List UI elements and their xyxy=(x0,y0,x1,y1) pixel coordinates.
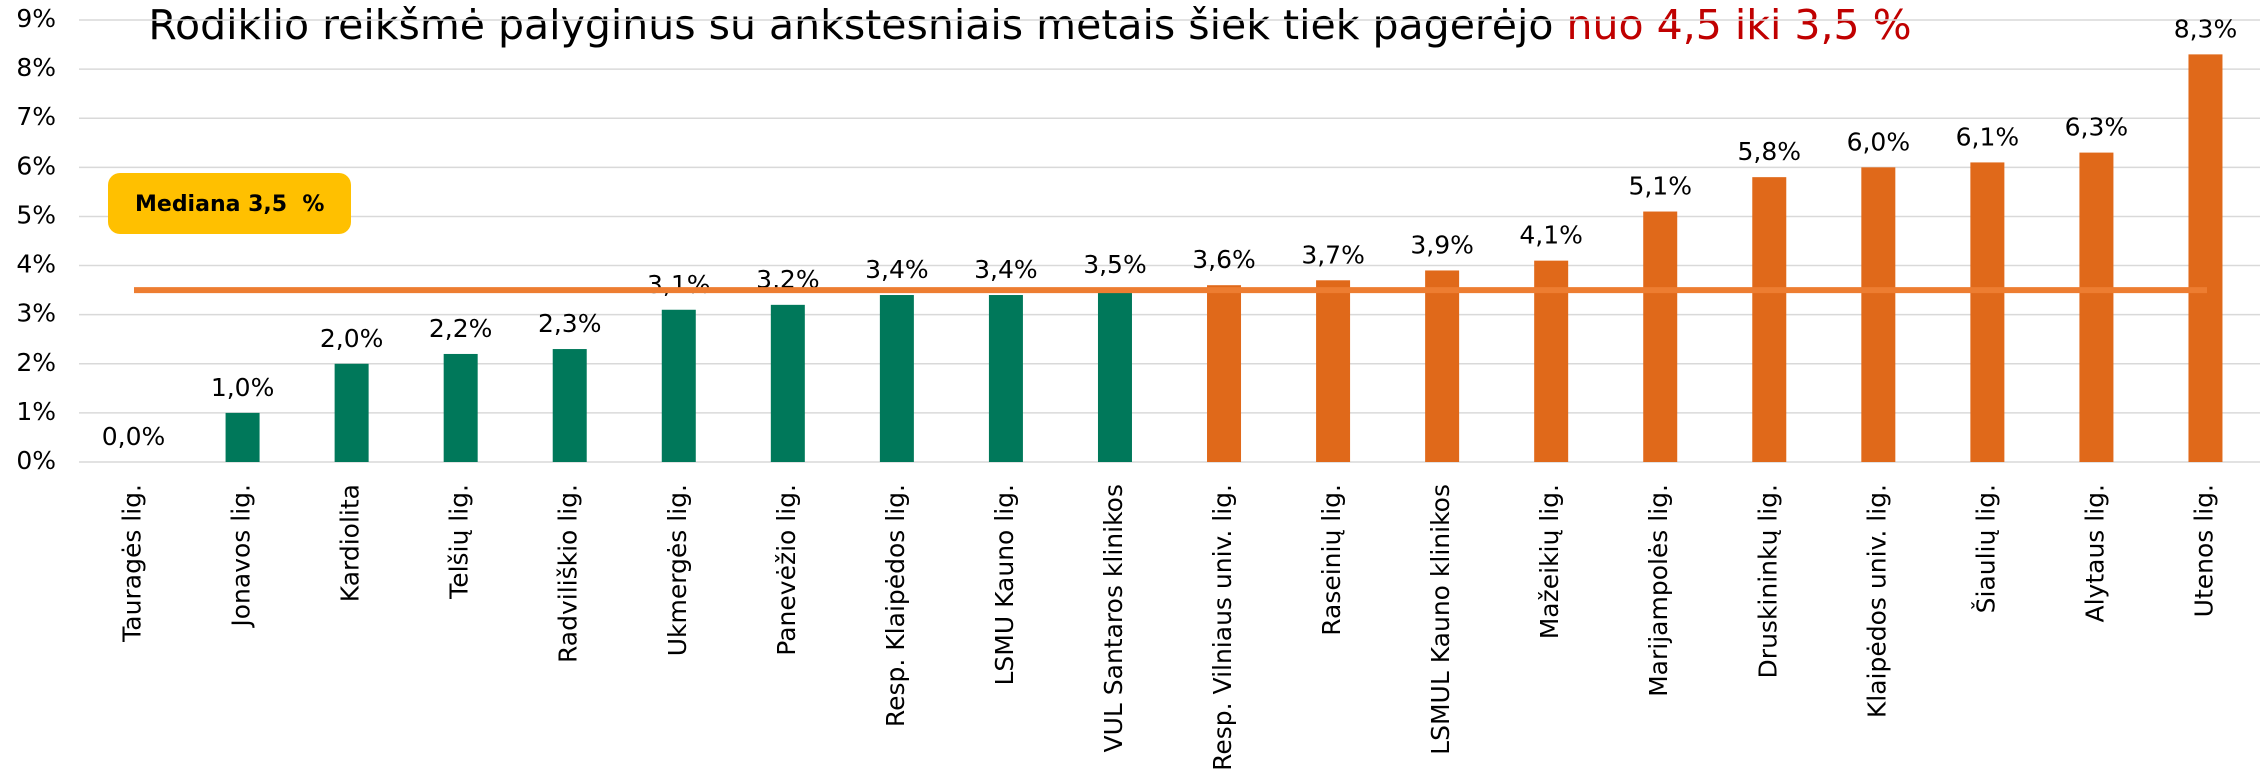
data-label: 6,0% xyxy=(1847,127,1911,156)
data-label: 2,3% xyxy=(538,309,602,338)
x-tick-label: Resp. Vilniaus univ. lig. xyxy=(1208,484,1237,771)
bar xyxy=(2188,54,2223,462)
x-tick-label: Druskininkų lig. xyxy=(1753,484,1782,678)
bar xyxy=(770,304,805,462)
y-tick-label: 4% xyxy=(16,250,56,279)
bar xyxy=(1861,167,1896,463)
bar xyxy=(879,295,914,462)
x-tick-label: Klaipėdos univ. lig. xyxy=(1862,484,1891,718)
x-tick-label: Kardiolita xyxy=(336,484,365,602)
data-label: 2,0% xyxy=(320,324,384,353)
data-label: 2,2% xyxy=(429,314,493,343)
bar xyxy=(334,363,369,462)
data-label: 8,3% xyxy=(2174,14,2238,43)
bar xyxy=(1097,290,1132,462)
x-tick-label: Panevėžio lig. xyxy=(772,484,801,656)
median-label: Mediana 3,5 % xyxy=(135,192,324,217)
x-tick-label: Utenos lig. xyxy=(2189,484,2218,617)
data-label: 3,7% xyxy=(1301,240,1365,269)
data-label: 5,1% xyxy=(1628,172,1692,201)
x-tick-label: Šiaulių lig. xyxy=(1970,484,2000,613)
title-highlight: nuo 4,5 iki 3,5 % xyxy=(1567,1,1912,49)
y-tick-label: 3% xyxy=(16,299,56,328)
x-tick-label: Telšių lig. xyxy=(445,484,474,600)
x-tick-label: Radviliškio lig. xyxy=(554,484,583,663)
bar xyxy=(1316,280,1351,462)
bar xyxy=(443,353,478,462)
y-tick-label: 8% xyxy=(16,53,56,82)
y-tick-label: 0% xyxy=(16,446,56,475)
bar xyxy=(552,349,587,462)
x-tick-label: Raseinių lig. xyxy=(1317,484,1346,636)
data-label: 3,1% xyxy=(647,270,711,299)
data-label: 4,1% xyxy=(1519,221,1583,250)
x-tick-label: Jonavos lig. xyxy=(227,484,256,629)
title-main: Rodiklio reikšmė palyginus su ankstesnia… xyxy=(148,1,1566,49)
bar xyxy=(2079,152,2114,462)
bar xyxy=(1425,270,1460,462)
bar xyxy=(1207,285,1242,462)
data-label: 6,1% xyxy=(1956,122,2020,151)
y-tick-label: 1% xyxy=(16,397,56,426)
bar xyxy=(1970,162,2005,462)
data-label: 1,0% xyxy=(211,373,275,402)
bar xyxy=(661,309,696,462)
y-tick-label: 5% xyxy=(16,200,56,229)
x-tick-label: LSMU Kauno lig. xyxy=(990,484,1019,686)
data-label: 3,4% xyxy=(974,255,1038,284)
data-label: 3,5% xyxy=(1083,250,1147,279)
chart-title: Rodiklio reikšmė palyginus su ankstesnia… xyxy=(148,1,1911,49)
data-label: 3,9% xyxy=(1410,230,1474,259)
y-tick-label: 6% xyxy=(16,151,56,180)
data-label: 3,6% xyxy=(1192,245,1256,274)
x-tick-label: Ukmergės lig. xyxy=(663,484,692,656)
bar xyxy=(225,412,260,462)
x-tick-label: LSMUL Kauno klinikos xyxy=(1426,484,1455,755)
data-label: 5,8% xyxy=(1738,137,1802,166)
x-tick-label: Resp. Klaipėdos lig. xyxy=(881,484,910,727)
median-box xyxy=(108,173,351,234)
bar xyxy=(988,295,1023,462)
x-tick-label: VUL Santaros klinikos xyxy=(1099,484,1128,753)
data-label: 3,4% xyxy=(865,255,929,284)
bar xyxy=(1643,211,1678,462)
x-tick-label: Mažeikių lig. xyxy=(1535,484,1564,639)
data-label: 6,3% xyxy=(2065,113,2129,142)
x-tick-label: Alytaus lig. xyxy=(2080,484,2109,623)
y-tick-label: 2% xyxy=(16,348,56,377)
x-tick-label: Tauragės lig. xyxy=(118,484,147,643)
bar xyxy=(1534,260,1569,462)
y-tick-label: 9% xyxy=(16,4,56,33)
y-tick-label: 7% xyxy=(16,102,56,131)
data-label: 0,0% xyxy=(102,422,166,451)
bar xyxy=(1752,177,1787,462)
x-tick-label: Marijampolės lig. xyxy=(1644,484,1673,697)
